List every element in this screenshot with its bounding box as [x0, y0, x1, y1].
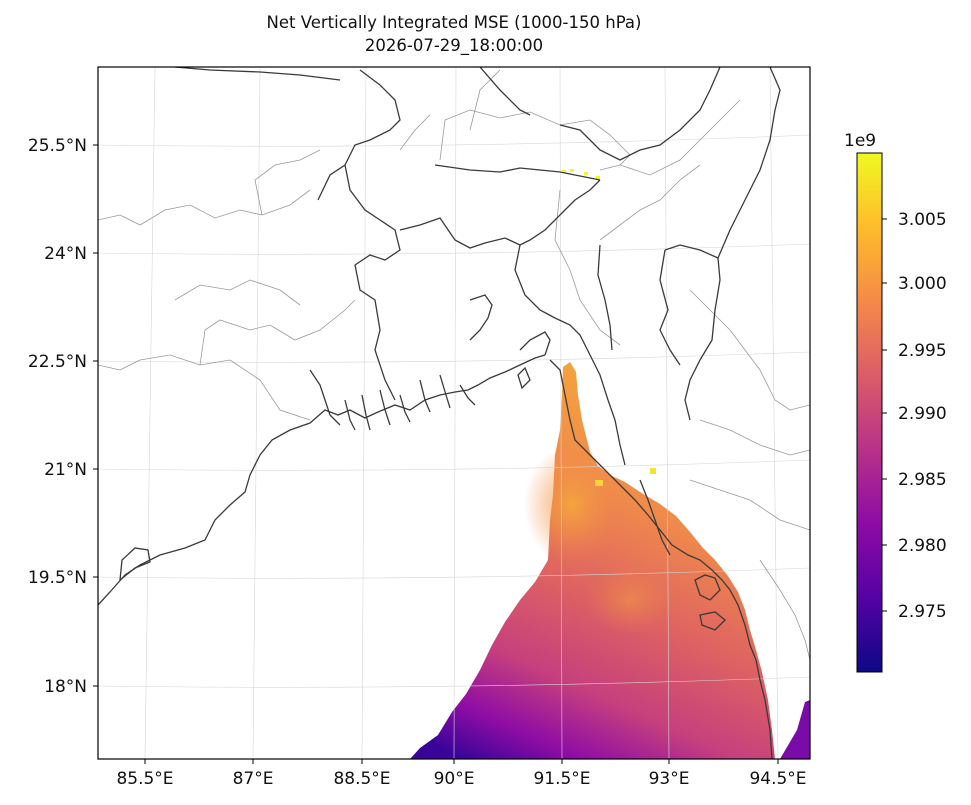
- mse-field: [410, 169, 810, 759]
- lon-tick-label: 87°E: [233, 769, 274, 789]
- colorbar: 1e9 3.005 3.000 2.995 2.990 2.985 2.980 …: [844, 131, 947, 673]
- lon-axis: 85.5°E 87°E 88.5°E 90°E 91.5°E 93°E 94.5…: [116, 759, 807, 789]
- lat-tick-label: 21°N: [44, 460, 87, 480]
- coastlines-and-borders: [98, 67, 781, 759]
- colorbar-gradient: [856, 152, 883, 673]
- lon-tick-label: 94.5°E: [749, 769, 806, 789]
- lat-tick-label: 19.5°N: [28, 568, 87, 588]
- lon-tick-label: 88.5°E: [333, 769, 390, 789]
- lat-axis: 25.5°N 24°N 22.5°N 21°N 19.5°N 18°N: [28, 136, 98, 697]
- lat-tick-label: 18°N: [44, 677, 87, 697]
- colorbar-tick-label: 3.005: [898, 210, 947, 230]
- colorbar-tick-label: 3.000: [898, 274, 947, 294]
- lon-tick-label: 90°E: [434, 769, 475, 789]
- map-title: Net Vertically Integrated MSE (1000-150 …: [266, 13, 642, 32]
- lon-tick-label: 91.5°E: [533, 769, 590, 789]
- map-timestamp: 2026-07-29_18:00:00: [364, 36, 544, 55]
- lon-tick-label: 93°E: [649, 769, 690, 789]
- colorbar-tick-label: 2.980: [898, 536, 947, 556]
- colorbar-tick-label: 2.990: [898, 404, 947, 424]
- lat-tick-label: 25.5°N: [28, 136, 87, 156]
- map-area: [98, 67, 810, 759]
- colorbar-tick-label: 2.985: [898, 470, 947, 490]
- colorbar-tick-label: 2.975: [898, 602, 947, 622]
- colorbar-multiplier: 1e9: [844, 131, 876, 151]
- lon-tick-label: 85.5°E: [116, 769, 173, 789]
- lat-tick-label: 22.5°N: [28, 352, 87, 372]
- state-borders: [98, 69, 810, 661]
- lat-tick-label: 24°N: [44, 244, 87, 264]
- gridlines: [98, 67, 810, 759]
- colorbar-tick-label: 2.995: [898, 341, 947, 361]
